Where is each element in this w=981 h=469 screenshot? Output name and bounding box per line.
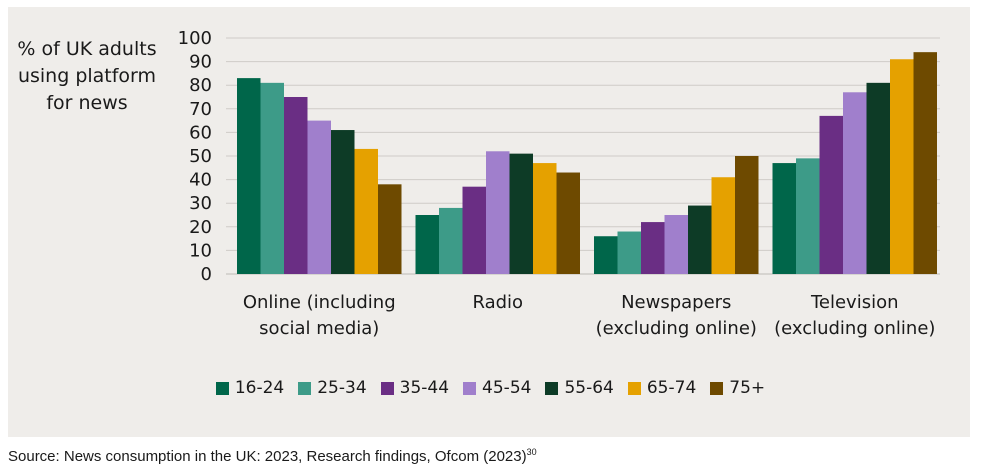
y-tick-label: 0 — [201, 264, 212, 285]
bar — [556, 172, 580, 274]
bar — [866, 82, 890, 274]
legend-swatch — [545, 381, 559, 395]
legend-item: 25-34 — [298, 378, 367, 398]
bar — [843, 92, 867, 274]
legend-item: 45-54 — [463, 378, 531, 398]
legend-swatch — [463, 381, 477, 395]
legend-label: 45-54 — [482, 378, 532, 398]
bar — [462, 186, 486, 274]
legend-swatch — [380, 381, 394, 395]
source-note: Source: News consumption in the UK: 2023… — [8, 447, 537, 465]
y-tick-label: 50 — [189, 146, 212, 167]
bar — [617, 231, 641, 274]
bar — [711, 177, 735, 274]
y-tick-label: 70 — [189, 99, 212, 120]
legend-item: 16-24 — [215, 378, 285, 398]
bar — [331, 130, 355, 274]
legend-swatch — [298, 381, 312, 395]
y-tick-label: 90 — [189, 52, 212, 73]
y-axis-label: % of UK adults using platform for news — [17, 38, 157, 114]
y-tick-label: 10 — [189, 240, 212, 261]
bar — [284, 97, 308, 274]
bar — [890, 59, 914, 274]
bar — [509, 153, 533, 274]
legend-swatch — [710, 381, 724, 395]
bar — [439, 207, 463, 274]
bar — [237, 78, 261, 275]
bar — [688, 205, 712, 274]
bar — [913, 52, 937, 274]
y-tick-label: 30 — [189, 193, 212, 214]
y-tick-label: 40 — [189, 170, 212, 191]
bar — [307, 120, 331, 274]
legend-swatch — [627, 381, 641, 395]
y-tick-label: 80 — [189, 75, 212, 96]
chart-legend: 16-24 25-34 35-44 45-54 55-64 65-74 75+ — [0, 378, 981, 398]
bar — [260, 82, 284, 274]
bar — [354, 148, 378, 274]
y-tick-label: 20 — [189, 217, 212, 238]
legend-item: 35-44 — [380, 378, 450, 398]
legend-item: 65-74 — [627, 378, 697, 398]
bar — [486, 151, 510, 274]
x-category-label: Newspapers (excluding online) — [596, 292, 757, 339]
x-category-label: Television (excluding online) — [774, 292, 935, 339]
legend-item: 55-64 — [545, 378, 614, 398]
x-category-label: Radio — [472, 292, 523, 313]
source-text: Source: News consumption in the UK: 2023… — [8, 448, 527, 465]
legend-label: 65-74 — [646, 378, 697, 398]
legend-label: 75+ — [729, 378, 766, 398]
bar — [772, 163, 796, 274]
bar — [533, 163, 557, 274]
legend-label: 35-44 — [399, 378, 450, 398]
x-category-label: Online (including social media) — [243, 292, 396, 339]
legend-label: 16-24 — [234, 378, 285, 398]
source-footnote: 30 — [526, 447, 537, 457]
legend-label: 55-64 — [564, 378, 614, 398]
bar — [594, 236, 618, 274]
bar — [735, 156, 759, 274]
y-tick-label: 100 — [178, 28, 212, 49]
bar — [819, 115, 843, 274]
bar — [664, 215, 688, 274]
bar — [415, 215, 439, 274]
bar — [378, 184, 402, 274]
bar — [641, 222, 665, 274]
y-tick-label: 60 — [189, 122, 212, 143]
legend-label: 25-34 — [317, 378, 367, 398]
legend-swatch — [215, 381, 229, 395]
legend-item: 75+ — [710, 378, 765, 398]
bar — [796, 158, 820, 274]
